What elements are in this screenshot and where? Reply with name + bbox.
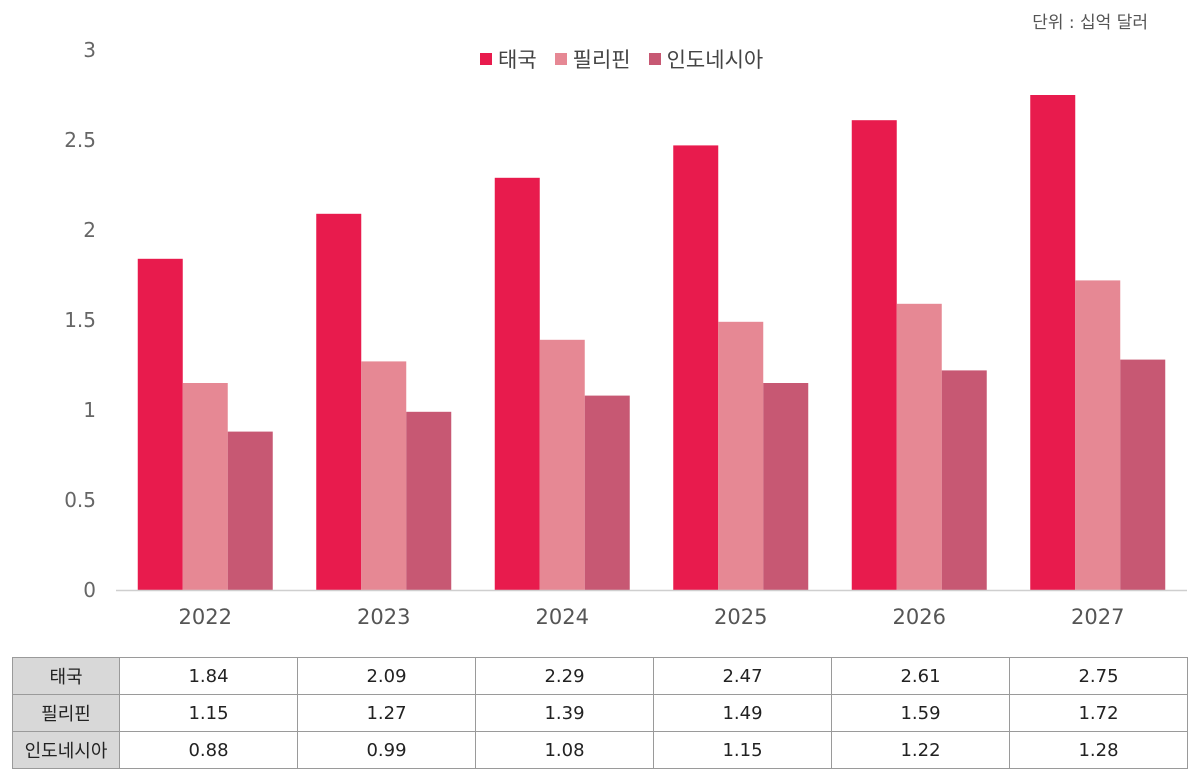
table-cell: 1.22: [831, 731, 1010, 769]
table-row-indonesia: 인도네시아 0.88 0.99 1.08 1.15 1.22 1.28: [12, 731, 1188, 769]
table-cell: 1.27: [297, 694, 476, 732]
x-tick-label: 2025: [714, 605, 767, 629]
legend-item-philippines: 필리핀: [554, 44, 631, 74]
table-row-thailand: 태국 1.84 2.09 2.29 2.47 2.61 2.75: [12, 657, 1188, 695]
table-cell: 1.39: [475, 694, 654, 732]
x-tick-label: 2026: [893, 605, 946, 629]
bar-2022-0: [137, 258, 183, 590]
y-tick-label: 3: [83, 38, 96, 62]
table-cell: 1.08: [475, 731, 654, 769]
table-cell: 1.15: [653, 731, 832, 769]
y-tick-label: 2: [83, 218, 96, 242]
bar-2023-0: [316, 213, 362, 591]
legend-item-thailand: 태국: [480, 44, 537, 74]
row-header-thailand: 태국: [12, 657, 120, 695]
table-cell: 1.72: [1009, 694, 1188, 732]
legend-label-philippines: 필리핀: [572, 48, 631, 72]
table-cell: 1.59: [831, 694, 1010, 732]
legend-label-indonesia: 인도네시아: [666, 48, 764, 72]
x-tick-label: 2023: [357, 605, 410, 629]
bar-2024-2: [584, 395, 630, 590]
legend-swatch-thailand: [480, 53, 492, 65]
bar-2026-1: [896, 303, 942, 590]
table-cell: 1.15: [119, 694, 298, 732]
x-tick-label: 2027: [1071, 605, 1124, 629]
table-cell: 1.49: [653, 694, 832, 732]
y-tick-label: 2.5: [64, 128, 96, 152]
table-cell: 1.28: [1009, 731, 1188, 769]
bar-2026-2: [941, 370, 987, 590]
bar-2024-1: [539, 339, 585, 590]
table-cell: 2.09: [297, 657, 476, 695]
x-tick-label: 2022: [179, 605, 232, 629]
table-cell: 0.99: [297, 731, 476, 769]
bar-2025-2: [763, 383, 809, 590]
table-cell: 2.29: [475, 657, 654, 695]
bar-2025-1: [718, 321, 764, 590]
y-tick-label: 1.5: [64, 308, 96, 332]
bar-2023-2: [406, 411, 452, 590]
bar-2027-1: [1075, 280, 1121, 590]
table-row-philippines: 필리핀 1.15 1.27 1.39 1.49 1.59 1.72: [12, 694, 1188, 732]
bar-2025-0: [673, 145, 719, 590]
bars-group: [137, 95, 1166, 591]
legend-item-indonesia: 인도네시아: [648, 44, 764, 74]
row-header-philippines: 필리핀: [12, 694, 120, 732]
bar-2027-2: [1120, 359, 1166, 590]
y-tick-label: 1: [83, 398, 96, 422]
x-axis: 2022 2023 2024 2025 2026 2027: [179, 605, 1125, 629]
y-tick-label: 0.5: [64, 488, 96, 512]
bar-2023-1: [361, 361, 407, 590]
bar-2027-0: [1030, 95, 1076, 590]
data-table: 태국 1.84 2.09 2.29 2.47 2.61 2.75 필리핀 1.1…: [12, 657, 1188, 769]
table-cell: 0.88: [119, 731, 298, 769]
legend-swatch-indonesia: [648, 53, 661, 65]
bar-chart: 0 0.5 1 1.5 2 2.5 3 2022 2023 2024 2025 2026 2027: [64, 38, 1187, 629]
table-cell: 1.84: [119, 657, 298, 695]
bar-2024-0: [494, 177, 540, 591]
row-header-indonesia: 인도네시아: [12, 731, 120, 769]
unit-label: 단위 : 십억 달러: [1032, 13, 1148, 33]
bar-2022-2: [227, 431, 273, 590]
legend-label-thailand: 태국: [498, 48, 537, 72]
table-cell: 2.47: [653, 657, 832, 695]
chart-legend: 태국 필리핀 인도네시아: [480, 44, 781, 74]
y-tick-label: 0: [83, 578, 96, 602]
legend-swatch-philippines: [554, 53, 567, 65]
table-cell: 2.61: [831, 657, 1010, 695]
bar-2026-0: [851, 120, 897, 590]
x-tick-label: 2024: [536, 605, 589, 629]
table-cell: 2.75: [1009, 657, 1188, 695]
y-axis: 0 0.5 1 1.5 2 2.5 3: [64, 38, 96, 602]
bar-2022-1: [182, 383, 228, 590]
